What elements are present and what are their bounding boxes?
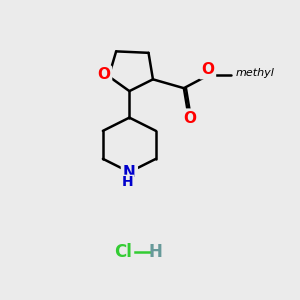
Text: O: O xyxy=(97,68,110,82)
Text: H: H xyxy=(149,243,163,261)
Text: Cl: Cl xyxy=(115,243,132,261)
Text: methyl: methyl xyxy=(236,68,274,78)
Text: N: N xyxy=(123,165,136,180)
Text: O: O xyxy=(201,62,214,77)
Text: H: H xyxy=(122,176,134,189)
Text: O: O xyxy=(183,111,196,126)
